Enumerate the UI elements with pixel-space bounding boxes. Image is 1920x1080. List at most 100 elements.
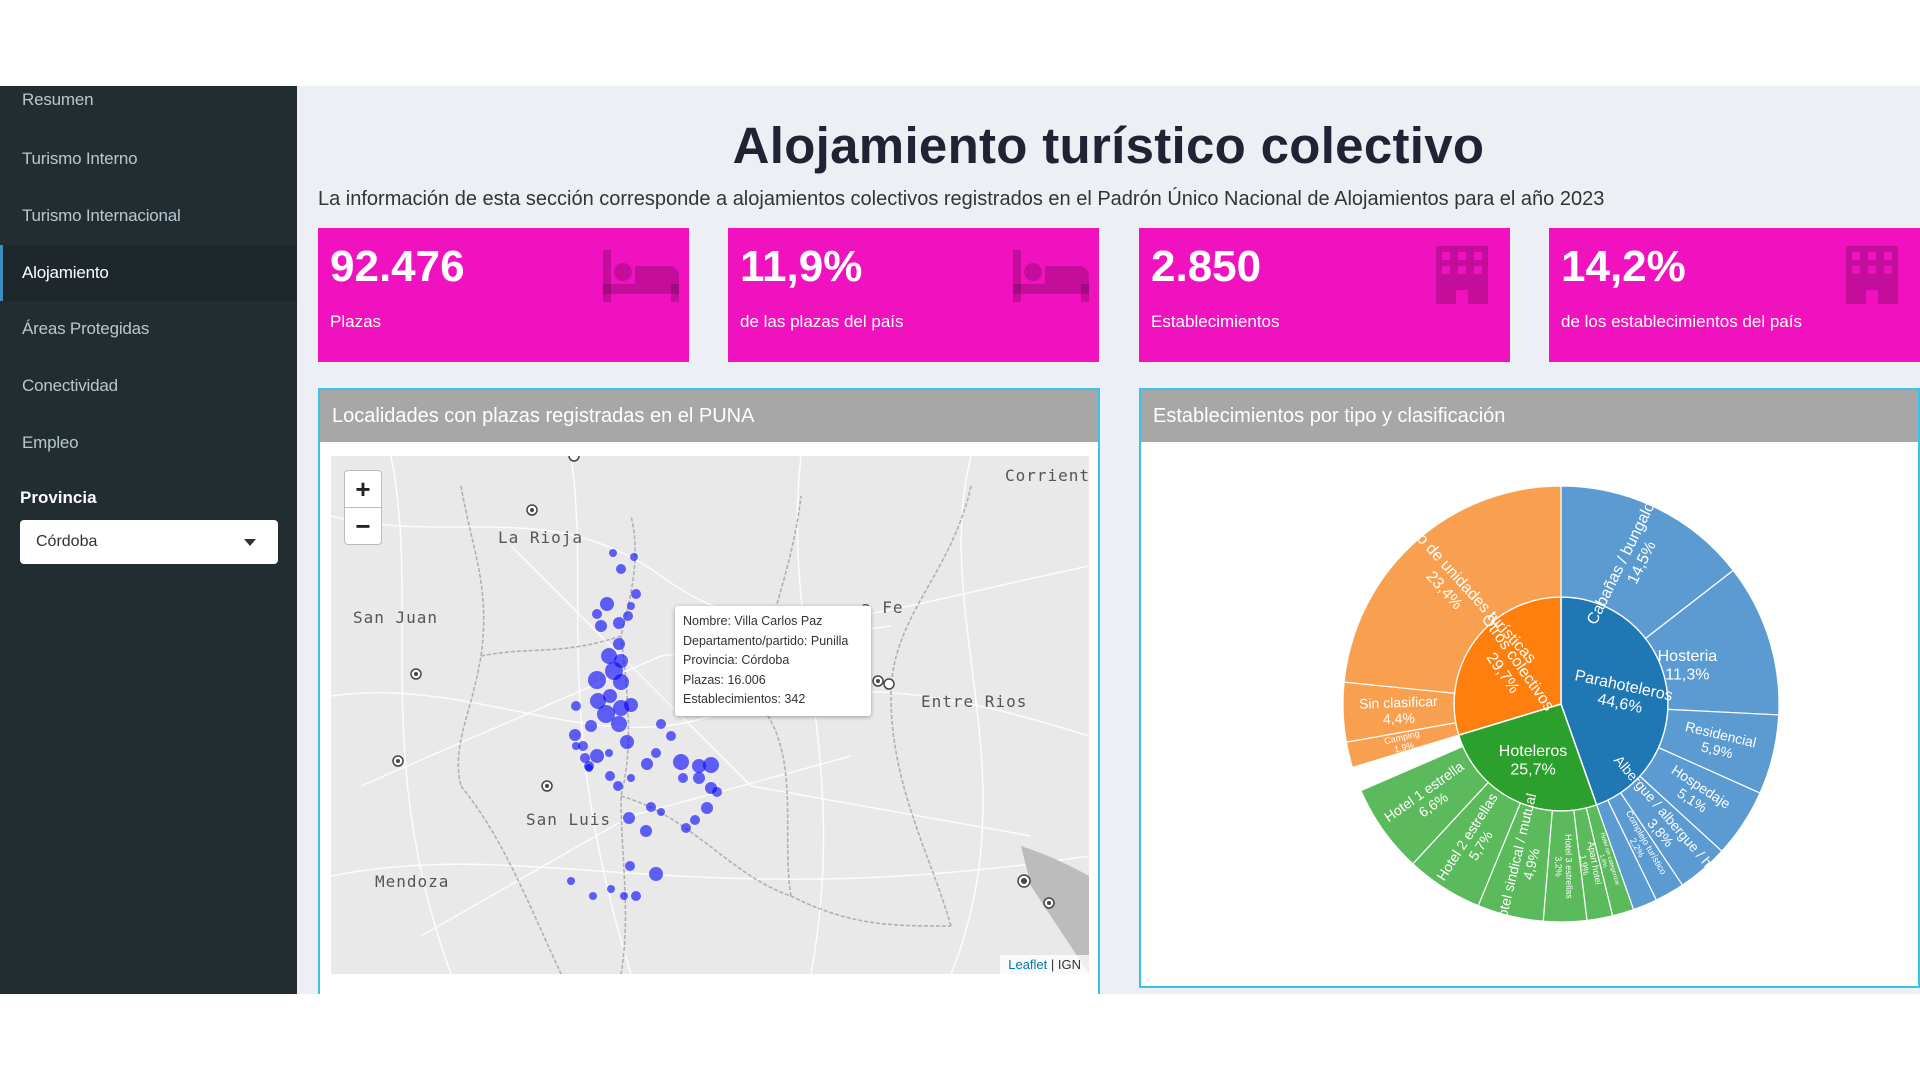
map-point[interactable] <box>631 891 641 901</box>
map-point[interactable] <box>625 861 635 871</box>
map-point[interactable] <box>649 867 663 881</box>
sidebar-item[interactable]: Empleo <box>22 433 79 452</box>
map-point[interactable] <box>592 609 602 619</box>
map-point[interactable] <box>666 731 676 741</box>
map-point[interactable] <box>613 638 625 650</box>
map-point[interactable] <box>603 689 617 703</box>
map-point[interactable] <box>641 758 653 770</box>
map-point[interactable] <box>589 892 597 900</box>
map-point[interactable] <box>630 553 638 561</box>
map-point[interactable] <box>651 748 661 758</box>
map-point[interactable] <box>569 729 581 741</box>
map-point[interactable] <box>572 742 580 750</box>
sidebar-item[interactable]: Alojamiento <box>0 245 297 301</box>
value-box-value: 14,2% <box>1561 242 1686 291</box>
zoom-out-button[interactable]: − <box>344 507 382 545</box>
map-point[interactable] <box>613 674 629 690</box>
sunburst-outer-segment[interactable] <box>1560 485 1735 640</box>
map-point[interactable] <box>609 549 617 557</box>
map-point[interactable] <box>623 611 633 621</box>
map-point[interactable] <box>595 620 607 632</box>
map-point[interactable] <box>613 781 623 791</box>
sunburst-outer-label: Sin clasificar4,4% <box>1359 693 1439 728</box>
sidebar-item[interactable]: Turismo Interno <box>22 149 138 168</box>
value-box-plazas: 92.476 Plazas <box>318 228 689 362</box>
value-box-establecimientos-pais: 14,2% de los establecimientos del país <box>1549 228 1920 362</box>
tooltip-line: Provincia: Córdoba <box>683 653 790 667</box>
map-point[interactable] <box>590 693 606 709</box>
map-point[interactable] <box>693 772 705 784</box>
map-point[interactable] <box>580 753 590 763</box>
sidebar-item[interactable]: Turismo Internacional <box>22 206 181 225</box>
sidebar: Resumen Turismo Interno Turismo Internacio… <box>0 86 297 994</box>
map-point[interactable] <box>585 720 597 732</box>
map-point[interactable] <box>627 774 635 782</box>
map-point[interactable] <box>601 648 617 664</box>
map-point[interactable] <box>640 825 652 837</box>
sidebar-item[interactable]: Áreas Protegidas <box>22 319 150 338</box>
map-point[interactable] <box>578 741 588 751</box>
map-tooltip: Nombre: Villa Carlos Paz Departamento/pa… <box>675 606 871 716</box>
sunburst-chart[interactable]: Parahoteleros44,6%Hoteleros 25,7%Otros co… <box>1141 444 1918 988</box>
sunburst-outer-segment[interactable] <box>1360 745 1490 865</box>
map-point[interactable] <box>678 773 688 783</box>
map-point[interactable] <box>657 808 665 816</box>
value-box-value: 92.476 <box>330 242 465 291</box>
map-point[interactable] <box>712 787 722 797</box>
value-box-value: 11,9% <box>740 242 863 291</box>
tooltip-line: Nombre: Villa Carlos Paz <box>683 614 823 628</box>
map-point[interactable] <box>681 823 691 833</box>
value-box-label: Establecimientos <box>1151 312 1280 331</box>
provincia-select[interactable]: Córdoba <box>20 520 278 564</box>
points-layer <box>567 549 722 901</box>
map-point[interactable] <box>624 698 638 712</box>
dashboard: Resumen Turismo Interno Turismo Internacio… <box>0 86 1920 994</box>
map-point[interactable] <box>567 877 575 885</box>
map-point[interactable] <box>611 716 627 732</box>
sidebar-item[interactable]: Conectividad <box>22 376 118 395</box>
sunburst-outer-label: Hotel 3 estrellas3,2% <box>1553 834 1575 899</box>
map-point[interactable] <box>656 719 666 729</box>
map-label: Corriente <box>1005 466 1089 485</box>
caret-down-icon <box>244 539 256 546</box>
map-label: San Luis <box>526 810 612 829</box>
provincia-label: Provincia <box>20 488 97 507</box>
map-point[interactable] <box>616 564 626 574</box>
map-point[interactable] <box>605 771 615 781</box>
map-point[interactable] <box>627 602 635 610</box>
map-point[interactable] <box>631 589 641 599</box>
map-point[interactable] <box>620 892 628 900</box>
map-point[interactable] <box>701 802 713 814</box>
map-point[interactable] <box>605 749 613 757</box>
map-point[interactable] <box>585 764 593 772</box>
value-box-label: Plazas <box>330 312 382 331</box>
zoom-in-button[interactable]: + <box>344 470 382 508</box>
sunburst-box-title: Establecimientos por tipo y clasificació… <box>1141 390 1918 442</box>
map-point[interactable] <box>600 597 614 611</box>
map-point[interactable] <box>588 671 606 689</box>
value-box-establecimientos: 2.850 Establecimientos <box>1139 228 1510 362</box>
leaflet-map[interactable]: Corriente La Rioja San Juan a Fe Entre R… <box>331 456 1089 974</box>
map-point[interactable] <box>613 617 625 629</box>
tooltip-line: Departamento/partido: Punilla <box>683 633 849 648</box>
leaflet-link[interactable]: Leaflet <box>1008 957 1048 972</box>
map-point[interactable] <box>690 815 700 825</box>
map-point[interactable] <box>692 759 706 773</box>
building-icon <box>1436 246 1488 304</box>
map-point[interactable] <box>646 802 656 812</box>
sidebar-item[interactable]: Resumen <box>22 90 94 109</box>
map-point[interactable] <box>623 812 635 824</box>
map-point[interactable] <box>571 701 581 711</box>
map-point[interactable] <box>673 754 689 770</box>
map-basemap <box>331 456 1089 974</box>
value-box-plazas-pais: 11,9% de las plazas del país <box>728 228 1099 362</box>
map-point[interactable] <box>703 757 719 773</box>
map-point[interactable] <box>597 705 615 723</box>
map-label: Entre Rios <box>921 692 1028 711</box>
sunburst-inner-label: Hoteleros 25,7% <box>1499 743 1567 778</box>
map-point[interactable] <box>620 735 634 749</box>
map-point[interactable] <box>590 749 604 763</box>
sunburst-outer-segment[interactable] <box>1343 485 1562 694</box>
value-box-label: de los establecimientos del país <box>1561 312 1802 331</box>
map-point[interactable] <box>607 885 615 893</box>
